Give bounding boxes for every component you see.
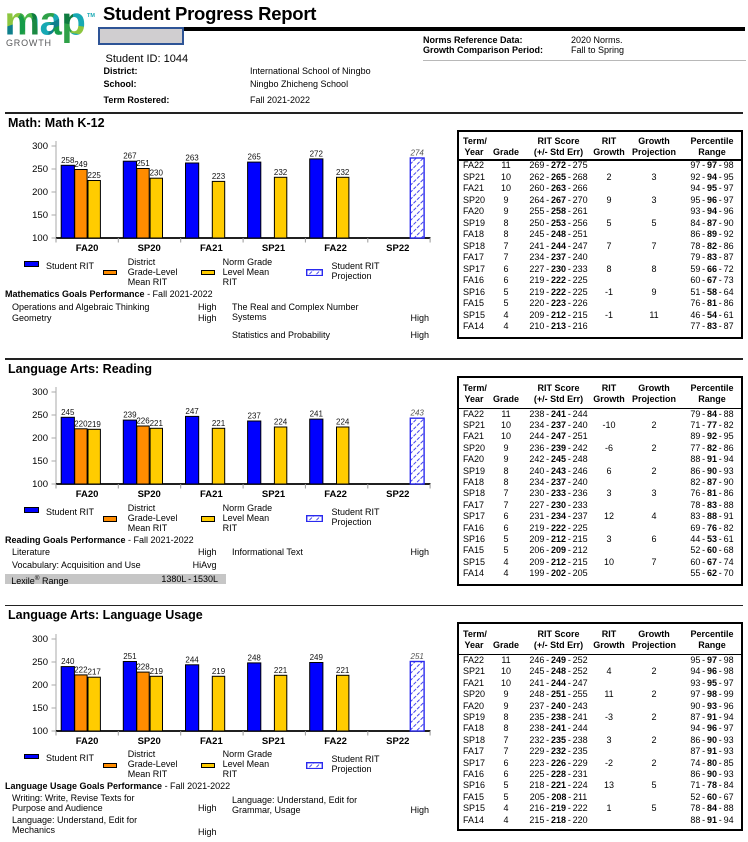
svg-text:FA22: FA22: [324, 243, 347, 254]
svg-text:225: 225: [88, 171, 102, 180]
svg-text:248: 248: [248, 653, 262, 662]
svg-text:221: 221: [274, 665, 288, 674]
svg-text:251: 251: [410, 652, 424, 661]
svg-text:150: 150: [32, 703, 48, 714]
svg-text:263: 263: [185, 153, 199, 162]
svg-text:150: 150: [32, 210, 48, 221]
svg-text:221: 221: [212, 419, 226, 428]
svg-text:FA20: FA20: [76, 243, 99, 254]
svg-text:SP21: SP21: [262, 489, 286, 500]
svg-text:SP21: SP21: [262, 736, 286, 747]
svg-text:SP20: SP20: [138, 243, 161, 254]
svg-text:FA21: FA21: [200, 243, 223, 254]
svg-text:200: 200: [32, 433, 48, 444]
svg-text:226: 226: [136, 417, 150, 426]
svg-text:100: 100: [32, 233, 48, 244]
svg-text:219: 219: [88, 420, 102, 429]
svg-text:232: 232: [336, 168, 350, 177]
svg-text:FA21: FA21: [200, 736, 223, 747]
svg-text:100: 100: [32, 726, 48, 737]
svg-text:200: 200: [32, 187, 48, 198]
svg-text:232: 232: [274, 168, 288, 177]
svg-text:FA20: FA20: [76, 736, 99, 747]
svg-text:237: 237: [248, 412, 262, 421]
svg-text:SP20: SP20: [138, 736, 161, 747]
svg-text:241: 241: [310, 410, 324, 419]
svg-text:223: 223: [212, 172, 226, 181]
svg-text:240: 240: [61, 657, 75, 666]
svg-text:TM: TM: [87, 13, 95, 19]
svg-text:GROWTH: GROWTH: [6, 38, 52, 48]
svg-text:SP22: SP22: [386, 243, 409, 254]
svg-text:267: 267: [123, 151, 137, 160]
svg-text:222: 222: [74, 665, 88, 674]
svg-text:244: 244: [185, 655, 199, 664]
svg-text:221: 221: [150, 419, 164, 428]
svg-text:FA22: FA22: [324, 736, 347, 747]
svg-text:SP20: SP20: [138, 489, 161, 500]
svg-text:300: 300: [32, 141, 48, 152]
svg-text:200: 200: [32, 680, 48, 691]
svg-text:230: 230: [150, 168, 164, 177]
svg-text:250: 250: [32, 164, 48, 175]
svg-text:150: 150: [32, 456, 48, 467]
svg-text:251: 251: [136, 159, 150, 168]
svg-text:250: 250: [32, 657, 48, 668]
svg-text:249: 249: [74, 160, 88, 169]
svg-text:SP21: SP21: [262, 243, 286, 254]
svg-text:239: 239: [123, 411, 137, 420]
svg-text:224: 224: [274, 418, 288, 427]
svg-text:FA20: FA20: [76, 489, 99, 500]
svg-text:SP22: SP22: [386, 489, 409, 500]
svg-text:274: 274: [410, 148, 425, 157]
svg-text:300: 300: [32, 634, 48, 645]
svg-text:FA21: FA21: [200, 489, 223, 500]
svg-text:265: 265: [248, 152, 262, 161]
svg-text:SP22: SP22: [386, 736, 409, 747]
svg-text:250: 250: [32, 410, 48, 421]
svg-text:272: 272: [310, 149, 324, 158]
svg-text:245: 245: [61, 408, 75, 417]
svg-text:243: 243: [410, 409, 425, 418]
svg-text:258: 258: [61, 156, 75, 165]
svg-text:219: 219: [150, 666, 164, 675]
svg-text:300: 300: [32, 387, 48, 398]
svg-text:249: 249: [310, 653, 324, 662]
svg-text:220: 220: [74, 419, 88, 428]
svg-text:228: 228: [136, 662, 150, 671]
svg-text:217: 217: [88, 667, 102, 676]
svg-text:224: 224: [336, 418, 350, 427]
svg-text:219: 219: [212, 666, 226, 675]
svg-text:FA22: FA22: [324, 489, 347, 500]
svg-text:247: 247: [185, 407, 199, 416]
svg-text:251: 251: [123, 652, 137, 661]
svg-text:221: 221: [336, 665, 350, 674]
svg-text:100: 100: [32, 479, 48, 490]
